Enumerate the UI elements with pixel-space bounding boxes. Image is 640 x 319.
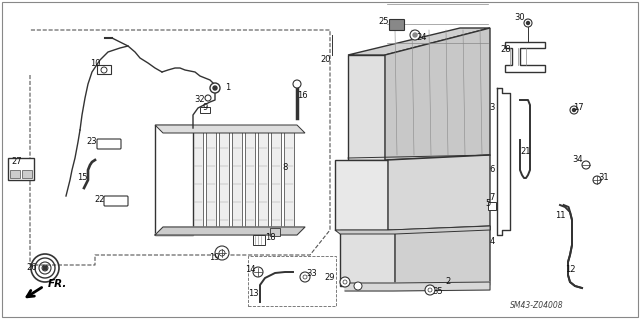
Polygon shape [385, 28, 490, 160]
Circle shape [300, 272, 310, 282]
Circle shape [573, 108, 575, 112]
Text: 16: 16 [297, 92, 307, 100]
Circle shape [340, 277, 350, 287]
Bar [200, 107, 210, 113]
Text: 14: 14 [244, 265, 255, 275]
Polygon shape [335, 226, 490, 234]
Text: 6: 6 [490, 166, 495, 174]
Circle shape [101, 67, 107, 73]
Text: 31: 31 [598, 174, 609, 182]
Bar [219, 125, 229, 230]
Text: 24: 24 [417, 33, 428, 42]
Text: SM43-Z04008: SM43-Z04008 [510, 301, 564, 310]
Circle shape [293, 80, 301, 88]
Polygon shape [505, 42, 545, 72]
Polygon shape [388, 155, 490, 230]
Text: 34: 34 [573, 155, 583, 165]
Text: 27: 27 [12, 158, 22, 167]
Circle shape [215, 246, 229, 260]
Polygon shape [348, 55, 385, 160]
Bar [10, 170, 20, 178]
Circle shape [570, 106, 578, 114]
Text: 1: 1 [225, 84, 230, 93]
Bar [248, 256, 336, 306]
Bar [271, 125, 281, 230]
Text: 32: 32 [195, 95, 205, 105]
Text: 19: 19 [209, 254, 220, 263]
Text: 25: 25 [379, 18, 389, 26]
Polygon shape [348, 28, 490, 55]
Circle shape [527, 21, 529, 25]
Text: 33: 33 [307, 270, 317, 278]
Text: 28: 28 [500, 46, 511, 55]
FancyBboxPatch shape [390, 19, 404, 31]
Text: 13: 13 [248, 290, 259, 299]
Circle shape [428, 288, 432, 292]
Circle shape [253, 267, 263, 277]
Text: 35: 35 [433, 287, 444, 296]
Polygon shape [155, 227, 305, 235]
Text: 12: 12 [564, 265, 575, 275]
Circle shape [205, 95, 211, 101]
Polygon shape [395, 226, 490, 286]
Circle shape [219, 250, 225, 256]
Text: 4: 4 [490, 238, 495, 247]
Circle shape [354, 282, 362, 290]
Text: 2: 2 [445, 278, 451, 286]
Bar [258, 125, 268, 230]
Bar [232, 125, 242, 230]
Text: 18: 18 [265, 233, 275, 241]
Bar [155, 125, 193, 235]
Text: 29: 29 [324, 273, 335, 283]
Polygon shape [345, 282, 490, 291]
Text: 5: 5 [485, 199, 491, 209]
Bar [253, 235, 265, 245]
Bar [8, 158, 34, 180]
Circle shape [524, 19, 532, 27]
Circle shape [210, 83, 220, 93]
Bar [245, 125, 255, 230]
Text: 20: 20 [321, 56, 332, 64]
Text: 7: 7 [490, 194, 495, 203]
Polygon shape [340, 230, 395, 286]
Circle shape [593, 176, 601, 184]
Bar [270, 228, 280, 236]
FancyBboxPatch shape [104, 196, 128, 206]
Text: 8: 8 [282, 164, 288, 173]
Text: 10: 10 [90, 60, 100, 69]
Bar [284, 125, 294, 230]
Polygon shape [335, 160, 388, 230]
Text: 11: 11 [555, 211, 565, 219]
Circle shape [413, 33, 417, 37]
Polygon shape [155, 125, 305, 133]
Circle shape [43, 266, 47, 270]
Circle shape [410, 30, 420, 40]
Text: 26: 26 [27, 263, 37, 272]
Bar [97, 65, 111, 74]
Text: 15: 15 [77, 174, 87, 182]
Circle shape [582, 161, 590, 169]
Text: 21: 21 [521, 147, 531, 157]
Circle shape [343, 280, 347, 284]
Text: 22: 22 [95, 196, 105, 204]
Circle shape [425, 285, 435, 295]
Bar [206, 125, 216, 230]
Text: 9: 9 [202, 102, 207, 112]
Bar [488, 202, 496, 210]
Text: FR.: FR. [48, 279, 67, 289]
Text: 3: 3 [490, 103, 495, 113]
Bar [22, 170, 32, 178]
FancyBboxPatch shape [97, 139, 121, 149]
Polygon shape [497, 88, 510, 235]
Text: 30: 30 [515, 13, 525, 23]
Circle shape [303, 275, 307, 279]
Bar [193, 125, 203, 230]
Text: 17: 17 [573, 103, 583, 113]
Text: 23: 23 [86, 137, 97, 146]
Circle shape [213, 86, 217, 90]
